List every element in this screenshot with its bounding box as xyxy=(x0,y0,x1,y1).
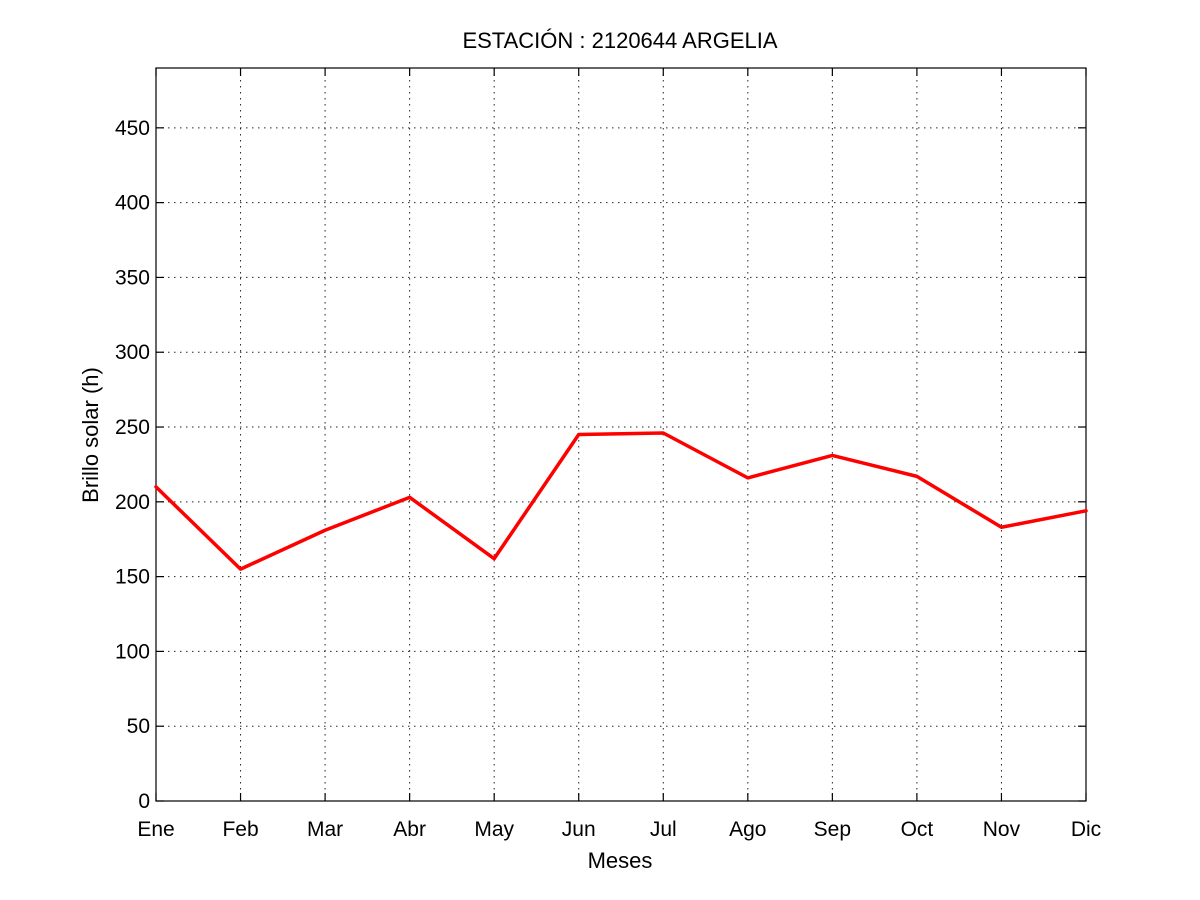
x-tick-label: May xyxy=(474,818,514,841)
x-tick-label: Dic xyxy=(1071,818,1101,841)
chart-title: ESTACIÓN : 2120644 ARGELIA xyxy=(462,28,777,53)
y-tick-label: 100 xyxy=(115,640,150,663)
series-group xyxy=(154,431,1088,571)
series-line xyxy=(154,431,1088,571)
x-tick-label: Oct xyxy=(901,818,934,841)
y-tick-label: 50 xyxy=(127,715,150,738)
x-tick-label: Abr xyxy=(393,818,426,841)
x-tick-label: Nov xyxy=(983,818,1021,841)
y-tick-labels: 0 50 100 150 200 250 300 350 400 450 xyxy=(115,117,150,813)
grid-lines xyxy=(156,68,1086,801)
x-tick-label: Sep xyxy=(814,818,851,841)
y-tick-label: 300 xyxy=(115,341,150,364)
y-tick-label: 400 xyxy=(115,192,150,215)
y-tick-label: 150 xyxy=(115,566,150,589)
x-tick-label: Feb xyxy=(222,818,258,841)
y-tick-label: 200 xyxy=(115,491,150,514)
x-tick-labels: Ene Feb Mar Abr May Jun Jul Ago Sep Oct Nov Dic xyxy=(137,818,1101,841)
x-tick-label: Mar xyxy=(307,818,343,841)
y-tick-label: 350 xyxy=(115,266,150,289)
x-tick-label: Jun xyxy=(562,818,596,841)
x-tick-label: Ene xyxy=(137,818,174,841)
x-tick-label: Ago xyxy=(729,818,766,841)
x-axis-label: Meses xyxy=(588,848,653,873)
y-tick-label: 0 xyxy=(138,790,150,813)
y-tick-label: 250 xyxy=(115,416,150,439)
y-axis-label: Brillo solar (h) xyxy=(78,367,103,503)
x-tick-label: Jul xyxy=(650,818,677,841)
y-tick-label: 450 xyxy=(115,117,150,140)
plot-frame xyxy=(155,67,1087,802)
axis-ticks xyxy=(155,68,1087,802)
